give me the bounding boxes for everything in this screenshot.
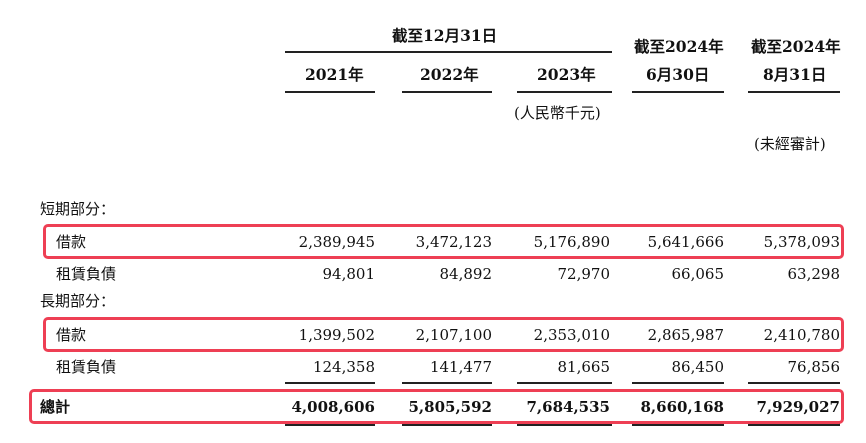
table-cell: 5,176,890	[533, 233, 610, 251]
table-cell: 2,865,987	[647, 326, 724, 344]
table-cell: 8,660,168	[640, 398, 724, 416]
col2-year-header: 2022年	[420, 65, 479, 84]
table-cell: 5,805,592	[408, 398, 492, 416]
table-cell: 63,298	[787, 265, 841, 283]
group-header-rule	[285, 51, 612, 53]
group-header-dec31: 截至12月31日	[392, 26, 498, 45]
table-cell: 7,684,535	[526, 398, 610, 416]
col4-header-line2: 6月30日	[646, 65, 710, 84]
table-cell: 76,856	[787, 358, 841, 376]
table-cell: 5,641,666	[647, 233, 724, 251]
section-short-term: 短期部分：	[40, 200, 116, 218]
col5-header-rule	[748, 91, 840, 93]
table-cell: 2,389,945	[298, 233, 375, 251]
highlight-box-total	[29, 389, 844, 424]
table-cell: 81,665	[557, 358, 611, 376]
col5-header-line1: 截至2024年	[751, 37, 841, 56]
table-cell: 124,358	[312, 358, 375, 376]
table-cell: 2,353,010	[533, 326, 610, 344]
subtotal-rule	[517, 382, 612, 384]
total-underline	[632, 422, 724, 426]
table-cell: 2,107,100	[415, 326, 492, 344]
section-long-term: 長期部分：	[40, 292, 116, 310]
row-label: 租賃負債	[56, 265, 117, 283]
table-cell: 5,378,093	[763, 233, 840, 251]
total-underline	[402, 422, 492, 426]
total-underline	[285, 422, 375, 426]
total-underline	[517, 422, 612, 426]
col3-header-rule	[517, 91, 612, 93]
table-cell: 1,399,502	[298, 326, 375, 344]
col2-header-rule	[402, 91, 492, 93]
row-label: 租賃負債	[56, 358, 117, 376]
table-cell: 3,472,123	[415, 233, 492, 251]
table-cell: 7,929,027	[756, 398, 840, 416]
subtotal-rule	[748, 382, 840, 384]
table-cell: 2,410,780	[763, 326, 840, 344]
col1-year-header: 2021年	[305, 65, 364, 84]
col3-year-header: 2023年	[537, 65, 596, 84]
unaudited-note: (未經審計)	[754, 135, 826, 153]
table-cell: 4,008,606	[291, 398, 375, 416]
table-cell: 66,065	[671, 265, 725, 283]
highlight-box-short-term-borrowings	[43, 224, 844, 259]
table-cell: 72,970	[557, 265, 611, 283]
subtotal-rule	[632, 382, 724, 384]
table-cell: 86,450	[671, 358, 725, 376]
subtotal-rule	[285, 382, 375, 384]
col5-header-line2: 8月31日	[763, 65, 827, 84]
table-cell: 141,477	[429, 358, 492, 376]
currency-note: (人民幣千元)	[514, 104, 601, 122]
col1-header-rule	[285, 91, 375, 93]
total-underline	[748, 422, 840, 426]
table-cell: 84,892	[439, 265, 493, 283]
total-label: 總計	[40, 398, 71, 416]
subtotal-rule	[402, 382, 492, 384]
row-label: 借款	[56, 326, 87, 344]
row-label: 借款	[56, 233, 87, 251]
highlight-box-long-term-borrowings	[43, 317, 844, 352]
col4-header-rule	[632, 91, 724, 93]
col4-header-line1: 截至2024年	[634, 37, 724, 56]
table-cell: 94,801	[322, 265, 376, 283]
